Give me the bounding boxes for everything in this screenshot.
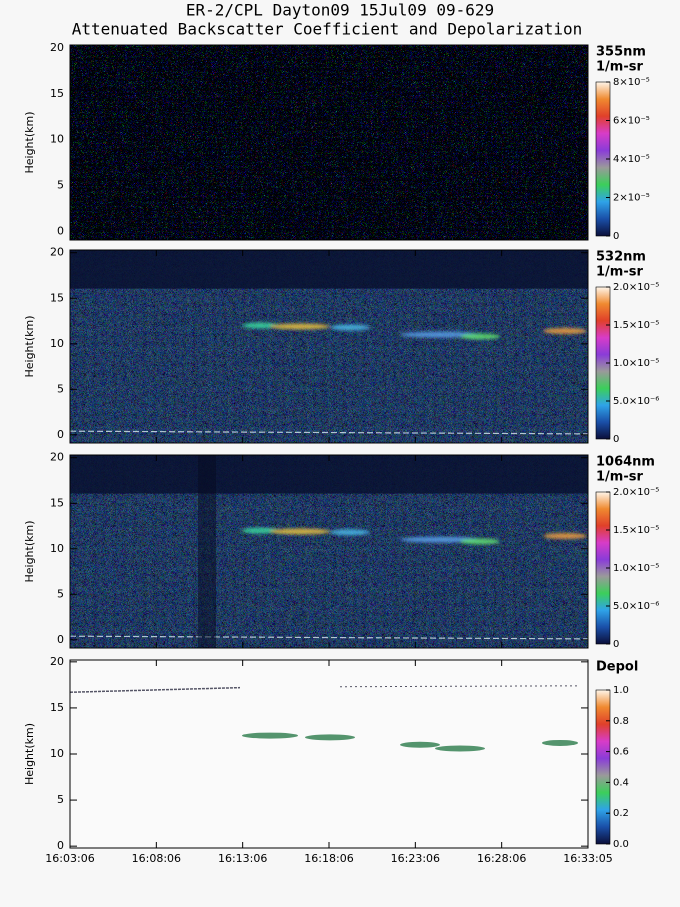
colorbar-tick-label: 1.0×10⁻⁵ [613, 358, 659, 369]
y-axis-label: Height(km) [23, 111, 36, 173]
cloud [543, 328, 587, 335]
y-axis-label: Height(km) [23, 315, 36, 377]
plot-background [70, 660, 588, 848]
colorbar-tick-label: 0 [613, 639, 619, 650]
colorbar-tick-label: 6×10⁻⁵ [613, 116, 650, 127]
colorbar-units: 1/m-sr [596, 265, 643, 280]
y-axis-label: Height(km) [23, 520, 36, 582]
colorbar-tick-label: 0 [613, 434, 619, 445]
y-tick-label: 0 [57, 839, 64, 852]
cloud-layer [242, 322, 587, 340]
y-tick-label: 10 [50, 747, 64, 760]
colorbar-tick-label: 1.0 [613, 685, 629, 696]
y-axis-label: Height(km) [23, 723, 36, 785]
y-tick-label: 15 [50, 496, 64, 509]
title: ER-2/CPL Dayton09 15Jul09 09-629 [186, 1, 494, 20]
x-tick-label: 16:28:06 [477, 852, 526, 865]
cloud [400, 741, 440, 748]
colorbar-tick-label: 0.2 [613, 808, 629, 819]
x-tick-label: 16:08:06 [132, 852, 181, 865]
colorbar-tick-label: 0.0 [613, 839, 629, 850]
surface-return [69, 635, 589, 640]
cloud [543, 533, 587, 540]
y-tick-label: 15 [50, 291, 64, 304]
colorbar-tick-label: 2.0×10⁻⁵ [613, 487, 659, 498]
colorbar-tick-label: 4×10⁻⁵ [613, 154, 650, 165]
depol-layer [69, 686, 241, 694]
cloud [242, 527, 278, 534]
cloud [460, 333, 500, 340]
upper-dark [70, 250, 588, 289]
depol-layer [339, 685, 581, 688]
y-tick-label: 5 [57, 587, 64, 600]
y-tick-label: 20 [50, 41, 64, 54]
upper-dark [70, 455, 588, 494]
colorbar-tick-label: 1.0×10⁻⁵ [613, 563, 659, 574]
colorbar-tick-label: 5.0×10⁻⁶ [613, 601, 659, 612]
y-tick-label: 5 [57, 793, 64, 806]
x-tick-label: 16:18:06 [304, 852, 353, 865]
y-tick-label: 0 [57, 225, 64, 238]
colorbar-title: 1064nm [596, 455, 655, 470]
colorbar-tick-label: 1.5×10⁻⁵ [613, 320, 659, 331]
colorbar-tick-label: 2×10⁻⁵ [613, 193, 650, 204]
colorbar-title: 355nm [596, 45, 646, 60]
y-tick-label: 0 [57, 428, 64, 441]
colorbar-tick-label: 1.5×10⁻⁵ [613, 525, 659, 536]
cloud [242, 732, 298, 739]
subtitle: Attenuated Backscatter Coefficient and D… [72, 20, 583, 39]
colorbar-tick-label: 0.6 [613, 747, 629, 758]
y-tick-label: 10 [50, 542, 64, 555]
dark-column [198, 455, 216, 648]
colorbar-tick-label: 0.8 [613, 716, 629, 727]
y-tick-label: 15 [50, 87, 64, 100]
cloud-layer [242, 732, 578, 752]
cloud [330, 324, 370, 331]
y-tick-label: 20 [50, 451, 64, 464]
y-tick-label: 5 [57, 382, 64, 395]
colorbar-tick-label: 5.0×10⁻⁶ [613, 396, 659, 407]
x-tick-label: 16:23:06 [391, 852, 440, 865]
y-tick-label: 0 [57, 633, 64, 646]
x-tick-label: 16:13:06 [218, 852, 267, 865]
colorbar-tick-label: 2.0×10⁻⁵ [613, 282, 659, 293]
cloud [460, 538, 500, 545]
cloud [435, 745, 485, 752]
cloud [270, 323, 330, 330]
colorbar-units: 1/m-sr [596, 470, 643, 485]
x-tick-label: 16:33:05 [563, 852, 612, 865]
y-tick-label: 20 [50, 246, 64, 259]
y-tick-label: 15 [50, 701, 64, 714]
colorbar [595, 689, 611, 845]
colorbar-tick-label: 0.4 [613, 777, 629, 788]
y-tick-label: 10 [50, 133, 64, 146]
cloud [305, 734, 355, 741]
backscatter-texture [70, 45, 588, 240]
colorbar-title: 532nm [596, 250, 646, 265]
y-tick-label: 5 [57, 179, 64, 192]
colorbar-tick-label: 8×10⁻⁵ [613, 77, 650, 88]
x-tick-label: 16:03:06 [45, 852, 94, 865]
colorbar-title: Depol [596, 660, 638, 675]
cloud [542, 739, 578, 746]
cloud [270, 528, 330, 535]
cloud [330, 529, 370, 536]
y-tick-label: 10 [50, 337, 64, 350]
cloud [400, 536, 480, 543]
cloud-layer [242, 527, 587, 545]
surface-return [69, 430, 589, 435]
cloud [400, 331, 480, 338]
colorbar-units: 1/m-sr [596, 60, 643, 75]
y-tick-label: 20 [50, 655, 64, 668]
cloud [242, 322, 278, 329]
colorbar-tick-label: 0 [613, 231, 619, 242]
